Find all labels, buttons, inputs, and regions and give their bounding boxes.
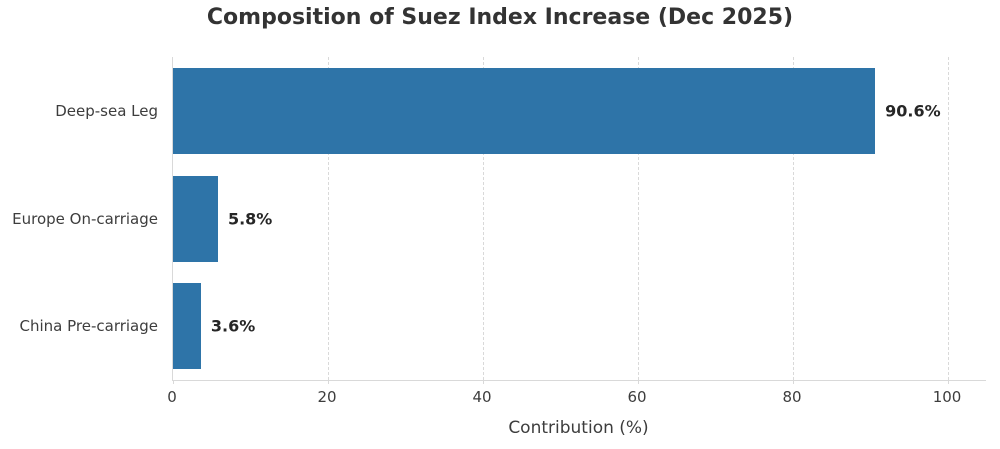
x-tick-label: 20: [317, 388, 337, 406]
x-tick-mark: [483, 380, 484, 384]
value-label-europe-on-carriage: 5.8%: [227, 209, 273, 228]
category-label-china-pre-carriage: China Pre-carriage: [19, 317, 159, 336]
x-axis-label: Contribution (%): [508, 418, 649, 438]
plot-area: 90.6% 5.8% 3.6%: [172, 57, 986, 384]
x-tick-mark: [793, 380, 795, 384]
x-tick-label: 80: [782, 388, 802, 406]
category-label-europe-on-carriage: Europe On-carriage: [12, 209, 158, 228]
gridline: [948, 57, 950, 380]
x-tick-label: 100: [932, 388, 962, 406]
gridline: [483, 57, 484, 380]
x-tick-label: 60: [627, 388, 647, 406]
value-label-deep-sea-leg: 90.6%: [885, 101, 941, 121]
x-tick-label: 40: [472, 388, 492, 406]
x-tick-mark: [638, 380, 639, 384]
gridline: [793, 57, 795, 380]
x-tick-mark: [328, 380, 329, 384]
bar-europe-on-carriage: [173, 175, 218, 262]
gridline: [638, 57, 639, 380]
gridline: [328, 57, 329, 380]
x-tick-mark: [173, 380, 174, 384]
x-tick-label: 0: [167, 388, 177, 406]
x-tick-mark: [948, 380, 950, 384]
category-label-deep-sea-leg: Deep-sea Leg: [55, 101, 158, 120]
chart-title: Composition of Suez Index Increase (Dec …: [206, 5, 794, 30]
value-label-china-pre-carriage: 3.6%: [210, 316, 256, 336]
bar-china-pre-carriage: [173, 283, 201, 370]
bar-deep-sea-leg: [173, 67, 876, 154]
